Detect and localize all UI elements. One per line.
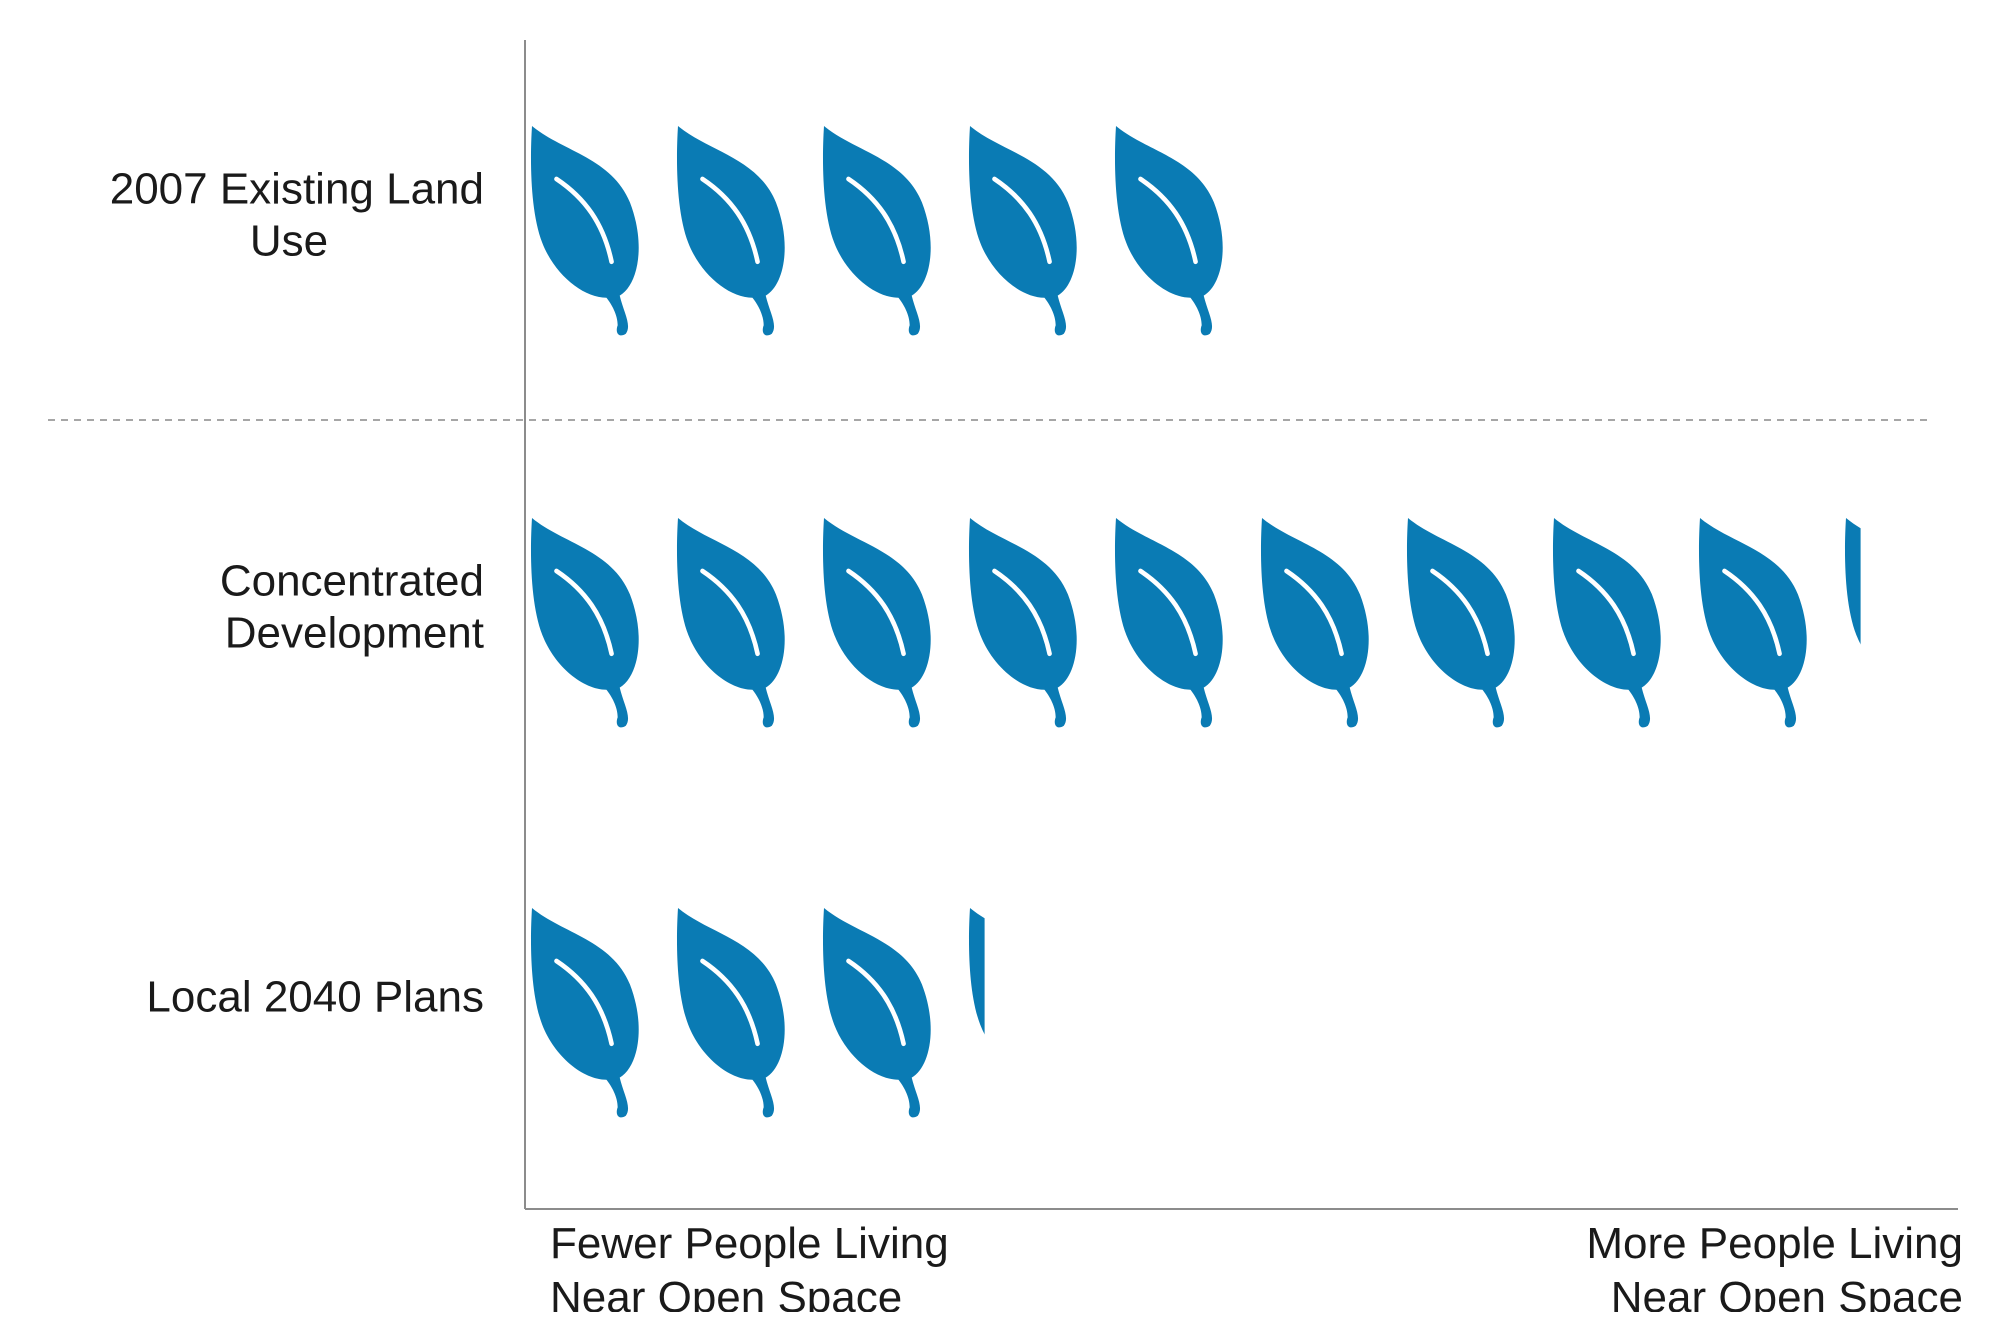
x-axis-high-label-line-1: Near Open Space	[1611, 1273, 1963, 1312]
leaf-icon	[531, 908, 639, 1117]
leaf-icon	[677, 908, 785, 1117]
leaf-icon	[677, 518, 785, 727]
bar-row-1	[531, 518, 1953, 727]
category-label-1-line-1: Development	[225, 608, 484, 657]
category-label-2-line-0: Local 2040 Plans	[146, 972, 484, 1021]
bar-row-2	[531, 908, 1077, 1117]
category-label-0-line-1: Use	[250, 216, 328, 265]
leaf-icon	[1115, 518, 1223, 727]
leaf-icon	[677, 126, 785, 335]
leaf-icon	[823, 126, 931, 335]
leaf-icon	[531, 126, 639, 335]
leaf-icon	[1699, 518, 1807, 727]
category-label-1-line-0: Concentrated	[220, 556, 484, 605]
leaf-icon	[1553, 518, 1661, 727]
leaf-icon	[531, 518, 639, 727]
chart-marks	[531, 126, 1953, 1117]
x-axis-high-label-line-0: More People Living	[1586, 1219, 1963, 1268]
leaf-icon	[969, 126, 1077, 335]
leaf-icon	[1261, 518, 1369, 727]
leaf-icon	[969, 518, 1077, 727]
x-axis-low-label-line-0: Fewer People Living	[550, 1219, 949, 1268]
leaf-icon	[1845, 518, 1953, 727]
leaf-icon	[1115, 126, 1223, 335]
leaf-icon	[823, 518, 931, 727]
leaf-icon	[969, 908, 1077, 1117]
bar-row-0	[531, 126, 1223, 335]
leaf-icon	[1407, 518, 1515, 727]
leaf-icon	[823, 908, 931, 1117]
category-label-0-line-0: 2007 Existing Land	[110, 164, 484, 213]
x-axis-low-label-line-1: Near Open Space	[550, 1273, 902, 1312]
